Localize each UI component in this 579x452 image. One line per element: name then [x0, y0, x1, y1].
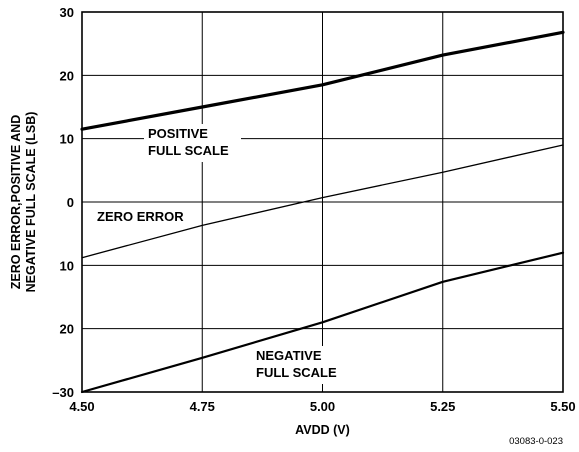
series-label-line: NEGATIVE — [256, 348, 322, 363]
series-label-line: FULL SCALE — [256, 365, 337, 380]
x-axis-label: AVDD (V) — [295, 423, 350, 437]
y-tick-label: 10 — [60, 258, 74, 273]
y-tick-label: 20 — [60, 68, 74, 83]
y-axis-label: ZERO ERROR,POSITIVE AND NEGATIVE FULL SCA… — [9, 112, 38, 293]
figure-code: 03083-0-023 — [509, 436, 563, 447]
series-line-positive-full-scale — [80, 30, 565, 131]
series-label-positive-full-scale: POSITIVE FULL SCALE — [148, 126, 229, 158]
series-label-line: FULL SCALE — [148, 143, 229, 158]
series-lines — [80, 30, 565, 394]
y-axis-label-line: ZERO ERROR,POSITIVE AND — [9, 115, 23, 290]
y-tick-labels: –30 20 10 0 10 20 30 — [52, 5, 74, 400]
x-tick-labels: 4.50 4.75 5.00 5.25 5.50 — [69, 399, 575, 414]
y-tick-label: 20 — [60, 322, 74, 337]
series-label-negative-full-scale: NEGATIVE FULL SCALE — [256, 348, 337, 380]
y-tick-label: –30 — [52, 385, 74, 400]
series-line-negative-full-scale — [80, 251, 565, 394]
series-labels: POSITIVE FULL SCALE ZERO ERROR NEGATIVE FULL… — [97, 126, 337, 380]
y-axis-label-line: NEGATIVE FULL SCALE (LSB) — [24, 112, 38, 293]
series-label-zero-error: ZERO ERROR — [97, 209, 184, 224]
x-tick-label: 5.50 — [550, 399, 575, 414]
x-tick-label: 5.00 — [310, 399, 335, 414]
series-label-line: POSITIVE — [148, 126, 208, 141]
y-tick-label: 10 — [60, 132, 74, 147]
label-mask — [252, 346, 349, 384]
series-label-line: ZERO ERROR — [97, 209, 184, 224]
x-tick-label: 4.50 — [69, 399, 94, 414]
y-tick-label: 0 — [67, 195, 74, 210]
label-masks — [93, 124, 349, 384]
label-mask — [93, 207, 190, 228]
plot-frame — [81, 11, 564, 393]
x-tick-label: 5.25 — [430, 399, 455, 414]
grid-lines — [81, 11, 564, 393]
x-tick-label: 4.75 — [190, 399, 215, 414]
label-mask — [144, 124, 241, 162]
series-line-zero-error — [81, 144, 564, 259]
y-tick-label: 30 — [60, 5, 74, 20]
